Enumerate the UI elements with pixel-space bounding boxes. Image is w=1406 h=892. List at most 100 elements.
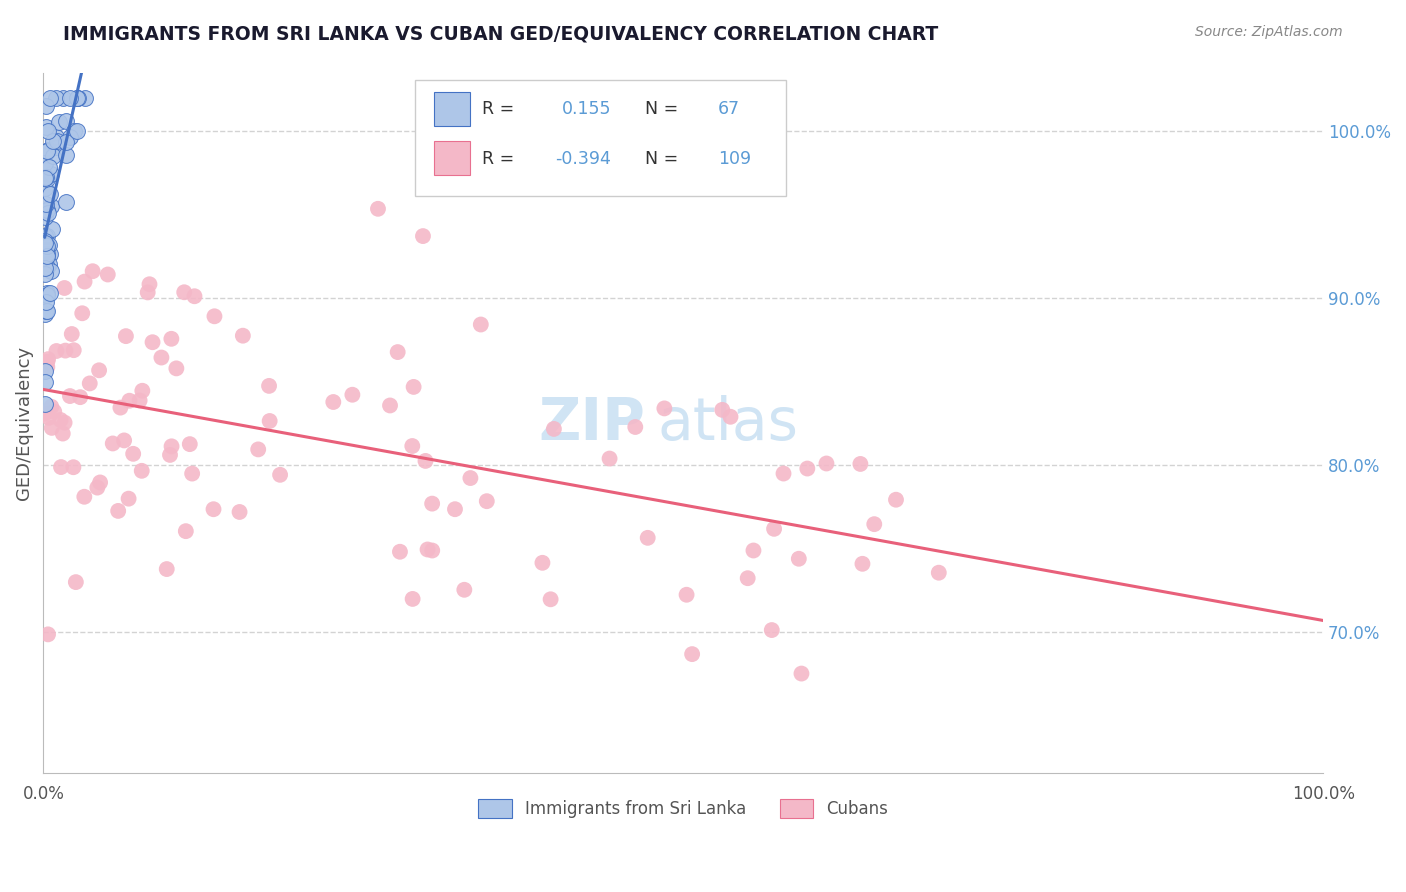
Point xyxy=(232,328,254,343)
Point xyxy=(34,407,56,421)
Point xyxy=(62,460,84,475)
Point xyxy=(53,416,76,430)
Point xyxy=(35,243,58,257)
Point xyxy=(150,351,173,365)
Point xyxy=(34,148,56,162)
Point xyxy=(44,404,66,418)
Point xyxy=(138,277,160,292)
Point xyxy=(761,623,783,637)
Point xyxy=(34,234,56,248)
Point xyxy=(49,413,72,427)
Text: 0.155: 0.155 xyxy=(562,100,612,118)
Point xyxy=(107,504,129,518)
Text: -0.394: -0.394 xyxy=(555,150,612,168)
Point xyxy=(884,492,907,507)
Point xyxy=(159,448,181,462)
Point xyxy=(415,454,437,468)
Point xyxy=(122,447,145,461)
Point xyxy=(45,91,67,105)
Point xyxy=(34,307,56,321)
Point xyxy=(131,384,153,398)
Point xyxy=(181,467,204,481)
Point xyxy=(101,436,124,450)
Point xyxy=(34,250,56,264)
Point xyxy=(37,355,59,369)
Point xyxy=(39,199,62,213)
Text: N =: N = xyxy=(645,100,678,118)
Point xyxy=(34,375,56,389)
Point xyxy=(37,172,59,186)
Point xyxy=(55,195,77,210)
Point xyxy=(851,557,873,571)
Point xyxy=(49,460,72,475)
Point xyxy=(342,388,364,402)
Text: R =: R = xyxy=(482,150,515,168)
Point xyxy=(599,451,621,466)
Point xyxy=(42,134,65,148)
Point xyxy=(35,238,58,252)
Point xyxy=(34,155,56,169)
Point xyxy=(37,352,59,367)
Point xyxy=(378,399,401,413)
Point xyxy=(79,376,101,391)
Point xyxy=(35,285,58,300)
Point xyxy=(174,524,197,538)
Point xyxy=(228,505,250,519)
Text: 109: 109 xyxy=(718,150,751,168)
Text: ZIP: ZIP xyxy=(538,394,645,451)
Point xyxy=(269,467,291,482)
Point xyxy=(863,517,886,532)
Point xyxy=(35,295,58,310)
Point xyxy=(540,592,562,607)
Point xyxy=(115,329,138,343)
Point xyxy=(55,114,77,128)
Point xyxy=(202,502,225,516)
Point xyxy=(87,363,110,377)
Point xyxy=(453,582,475,597)
Point xyxy=(55,135,77,149)
Point xyxy=(89,475,111,490)
Point xyxy=(73,490,96,504)
Point xyxy=(65,575,87,590)
Point xyxy=(63,124,86,138)
Point xyxy=(86,481,108,495)
Point xyxy=(66,91,89,105)
Point xyxy=(35,287,58,301)
Point xyxy=(772,467,794,481)
Point xyxy=(720,409,742,424)
Point xyxy=(35,120,58,134)
Point xyxy=(742,543,765,558)
Point xyxy=(420,497,443,511)
Point xyxy=(156,562,179,576)
Point xyxy=(35,170,58,185)
Point xyxy=(73,275,96,289)
Point xyxy=(141,335,163,350)
Point xyxy=(69,390,91,404)
Point xyxy=(654,401,676,416)
Point xyxy=(48,115,70,129)
Point xyxy=(41,400,63,414)
FancyBboxPatch shape xyxy=(415,80,786,195)
Point xyxy=(815,457,838,471)
Point xyxy=(34,171,56,186)
Point xyxy=(60,326,83,341)
Point xyxy=(35,247,58,261)
Point xyxy=(543,422,565,436)
FancyBboxPatch shape xyxy=(433,92,470,126)
Text: IMMIGRANTS FROM SRI LANKA VS CUBAN GED/EQUIVALENCY CORRELATION CHART: IMMIGRANTS FROM SRI LANKA VS CUBAN GED/E… xyxy=(63,25,939,44)
Point xyxy=(37,124,59,138)
Point xyxy=(59,389,82,403)
Point xyxy=(34,397,56,411)
Point xyxy=(55,148,77,162)
Point xyxy=(128,393,150,408)
Point xyxy=(322,395,344,409)
Point xyxy=(37,260,59,274)
Point xyxy=(38,187,60,202)
Point xyxy=(53,281,76,295)
Point xyxy=(737,571,759,585)
Point xyxy=(38,161,60,175)
Point xyxy=(82,264,104,278)
Point xyxy=(460,471,482,485)
Point xyxy=(387,345,409,359)
Point xyxy=(531,556,554,570)
